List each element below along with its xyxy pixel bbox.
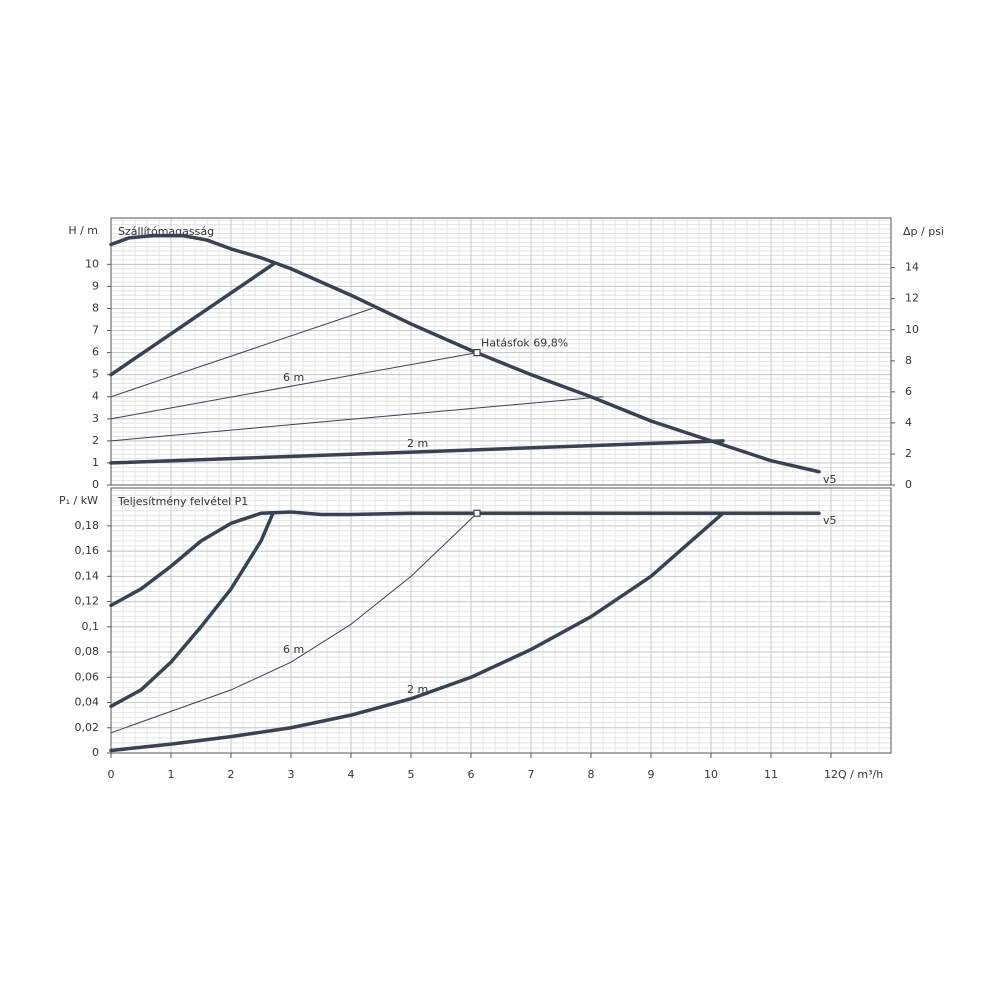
x-tick-label: 0 — [108, 768, 115, 781]
y-tick-label: 0,02 — [75, 721, 100, 734]
y-tick-label: 2 — [92, 434, 99, 447]
y-tick-label: 9 — [92, 279, 99, 292]
x-tick-label: 4 — [348, 768, 355, 781]
x-tick-label: 11 — [764, 768, 778, 781]
series-line — [110, 307, 373, 398]
y-tick-label: 0,06 — [75, 670, 100, 683]
y-tick-label: 0,08 — [75, 645, 100, 658]
y-tick-label: 4 — [92, 390, 99, 403]
series-label: 2 m — [407, 437, 428, 450]
series-label: 2 m — [407, 683, 428, 696]
series-line — [110, 396, 604, 442]
y-axis-label: P₁ / kW — [59, 494, 98, 507]
panel-title: Szállítómagasság — [118, 225, 214, 238]
y2-tick-label: 2 — [905, 447, 912, 460]
y2-tick-label: 12 — [905, 292, 919, 305]
x-tick-label: 7 — [528, 768, 535, 781]
y2-tick-label: 6 — [905, 385, 912, 398]
operating-point — [473, 349, 481, 357]
x-tick-label: 9 — [648, 768, 655, 781]
series-label: 6 m — [283, 643, 304, 656]
plot-frame — [110, 487, 892, 754]
y-tick-label: 0,1 — [82, 620, 100, 633]
x-tick-label: 5 — [408, 768, 415, 781]
y2-tick-label: 4 — [905, 416, 912, 429]
y2-tick-label: 0 — [905, 478, 912, 491]
x-tick-label: 3 — [288, 768, 295, 781]
series-line — [110, 512, 478, 734]
y-tick-label: 0,12 — [75, 595, 100, 608]
operating-point — [473, 509, 481, 517]
series-line — [109, 511, 725, 753]
x-tick-label: 12 — [824, 768, 838, 781]
y-tick-label: 0 — [92, 478, 99, 491]
series-line — [110, 352, 478, 420]
y-tick-label: 8 — [92, 301, 99, 314]
x-axis-label: Q / m³/h — [838, 768, 883, 781]
series-label: 6 m — [283, 371, 304, 384]
y-tick-label: 10 — [85, 257, 99, 270]
series-line — [109, 233, 821, 474]
panel-title: Teljesítmény felvétel P1 — [117, 495, 248, 508]
series-line — [109, 439, 725, 465]
x-tick-label: 1 — [168, 768, 175, 781]
x-tick-label: 10 — [704, 768, 718, 781]
y-tick-label: 1 — [92, 456, 99, 469]
series-label: v5 — [823, 514, 837, 527]
x-tick-label: 6 — [468, 768, 475, 781]
plot-frame — [110, 217, 892, 486]
y-tick-label: 0,14 — [75, 569, 100, 582]
y2-tick-label: 10 — [905, 323, 919, 336]
y-tick-label: 0,04 — [75, 696, 100, 709]
y2-tick-label: 14 — [905, 261, 919, 274]
y-tick-label: 0,18 — [75, 519, 100, 532]
y2-axis-label: Δp / psi — [903, 225, 944, 238]
annotation: Hatásfok 69,8% — [481, 337, 568, 350]
series-line — [109, 510, 821, 608]
y-tick-label: 3 — [92, 412, 99, 425]
y-tick-label: 0,16 — [75, 544, 100, 557]
y-tick-label: 7 — [92, 324, 99, 337]
y-axis-label: H / m — [68, 224, 98, 237]
x-tick-label: 8 — [588, 768, 595, 781]
y-tick-label: 5 — [92, 368, 99, 381]
y-tick-label: 6 — [92, 346, 99, 359]
series-label: v5 — [823, 473, 837, 486]
y-tick-label: 0 — [92, 746, 99, 759]
x-tick-label: 2 — [228, 768, 235, 781]
series-line — [109, 262, 275, 377]
y2-tick-label: 8 — [905, 354, 912, 367]
series-line — [109, 511, 275, 709]
